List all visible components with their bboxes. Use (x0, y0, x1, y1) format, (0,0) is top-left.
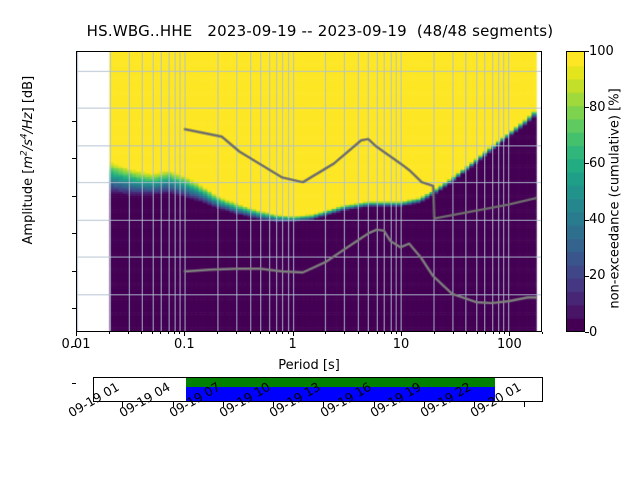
x-tick-label: 0.01 (61, 337, 91, 352)
x-tick-mark-minor (466, 332, 468, 335)
y-tick-mark (72, 121, 76, 123)
plot-title: HS.WBG..HHE 2023-09-19 -- 2023-09-19 (48… (86, 22, 554, 40)
timeline-tick-mark (223, 402, 225, 407)
x-tick-mark-minor (217, 332, 219, 335)
data-coverage-timeline[interactable] (93, 377, 543, 402)
timeline-tick-mark (323, 402, 325, 407)
x-tick-mark-minor (325, 332, 327, 335)
timeline-tick-mark (122, 402, 124, 407)
x-tick-label: 10 (392, 337, 410, 352)
x-tick-mark-minor (288, 332, 290, 335)
x-tick-mark (293, 332, 295, 336)
timeline-tick-mark (474, 402, 476, 407)
colorbar-tick-mark (585, 107, 589, 109)
y-tick-mark (72, 271, 76, 273)
y-axis-label: Amplitude [m2/s4/Hz] [dB] (20, 10, 36, 310)
timeline-tick-mark (273, 402, 275, 407)
x-tick-label: 100 (496, 337, 522, 352)
y-tick-mark (72, 346, 76, 348)
colorbar-label: non-exceedance (cumulative) [%] (607, 88, 623, 309)
y-tick-mark (72, 158, 76, 160)
colorbar[interactable] (566, 51, 585, 332)
x-tick-mark-minor (174, 332, 176, 335)
x-tick-mark-minor (168, 332, 170, 335)
x-tick-mark (509, 332, 511, 336)
x-tick-mark (76, 332, 78, 336)
x-tick-mark-minor (396, 332, 398, 335)
colorbar-tick-label: 0 (589, 324, 598, 340)
x-tick-mark-minor (236, 332, 238, 335)
x-tick-mark-minor (128, 332, 130, 335)
y-tick-mark (72, 383, 76, 385)
x-tick-mark-minor (260, 332, 262, 335)
x-tick-mark-minor (499, 332, 501, 335)
x-tick-mark-minor (160, 332, 162, 335)
timeline-tick-mark (424, 402, 426, 407)
x-tick-mark-minor (276, 332, 278, 335)
colorbar-tick-label: 60 (589, 155, 606, 171)
x-tick-mark-minor (141, 332, 143, 335)
x-tick-mark-minor (453, 332, 455, 335)
colorbar-tick-mark (585, 276, 589, 278)
x-axis-label: Period [s] (278, 358, 340, 373)
data-coverage-green (185, 378, 495, 387)
x-tick-mark-minor (384, 332, 386, 335)
y-tick-mark (72, 233, 76, 235)
colorbar-tick-label: 100 (589, 43, 614, 59)
x-tick-mark-minor (485, 332, 487, 335)
colorbar-tick-mark (585, 163, 589, 165)
data-coverage-blue (185, 386, 495, 401)
x-tick-mark-minor (542, 332, 544, 335)
x-tick-mark-minor (179, 332, 181, 335)
x-tick-mark-minor (269, 332, 271, 335)
x-tick-mark-minor (250, 332, 252, 335)
x-tick-mark-minor (493, 332, 495, 335)
x-tick-mark-minor (109, 332, 111, 335)
colorbar-gradient (567, 52, 584, 331)
x-tick-mark (184, 332, 186, 336)
x-tick-mark-minor (377, 332, 379, 335)
y-tick-mark (72, 308, 76, 310)
x-tick-mark-minor (368, 332, 370, 335)
ppsd-axes[interactable] (76, 51, 542, 332)
colorbar-tick-label: 40 (589, 212, 606, 228)
x-tick-mark-minor (282, 332, 284, 335)
timeline-tick-mark (524, 402, 526, 407)
colorbar-tick-label: 20 (589, 268, 606, 284)
colorbar-tick-mark (585, 332, 589, 334)
timeline-tick-mark (173, 402, 175, 407)
y-axis-label-suffix: ] [dB] (21, 75, 37, 113)
x-tick-mark-minor (391, 332, 393, 335)
ppsd-heatmap (77, 52, 541, 331)
colorbar-tick-mark (585, 220, 589, 222)
y-axis-label-prefix: Amplitude [ (21, 168, 37, 245)
colorbar-tick-mark (585, 51, 589, 53)
colorbar-tick-label: 80 (589, 99, 606, 115)
timeline-tick-mark (374, 402, 376, 407)
x-tick-mark-minor (477, 332, 479, 335)
x-tick-label: 0.1 (174, 337, 195, 352)
x-tick-mark-minor (152, 332, 154, 335)
y-axis-label-units: m2/s4/Hz (19, 112, 37, 169)
x-tick-mark (401, 332, 403, 336)
x-tick-mark-minor (358, 332, 360, 335)
x-tick-mark-minor (344, 332, 346, 335)
x-tick-label: 1 (288, 337, 297, 352)
y-tick-mark (72, 196, 76, 198)
x-tick-mark-minor (434, 332, 436, 335)
x-tick-mark-minor (504, 332, 506, 335)
